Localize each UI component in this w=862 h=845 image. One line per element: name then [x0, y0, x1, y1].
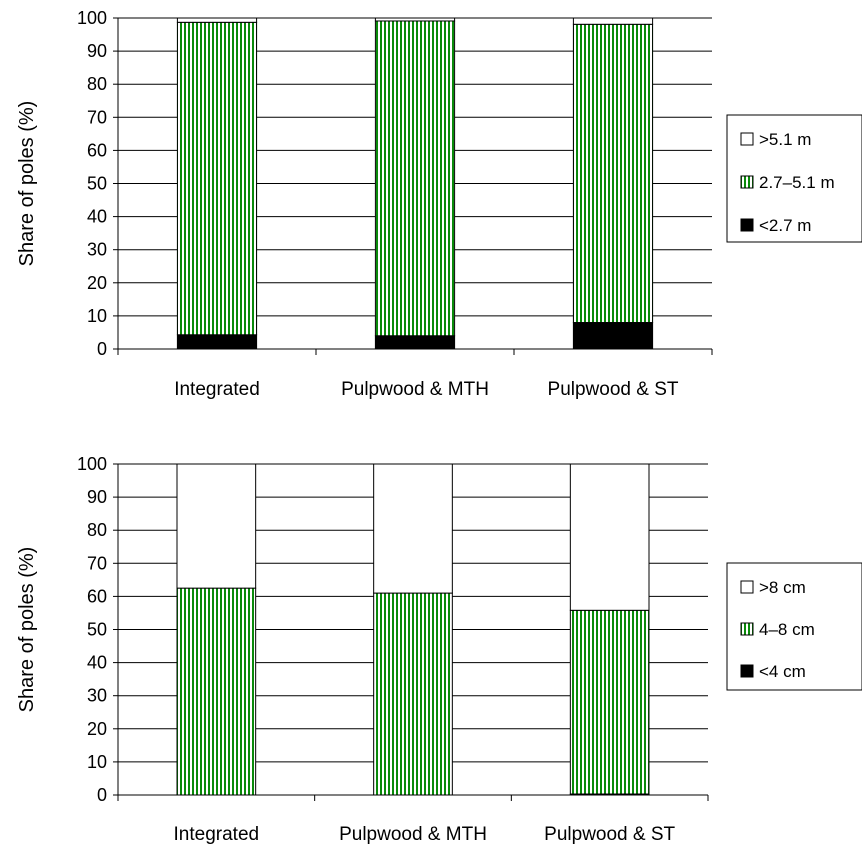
y-tick-label: 80	[87, 520, 107, 540]
y-axis-label: Share of poles (%)	[16, 101, 38, 267]
chart-1: 0 10 20 30 40 50 60 70 80 90 100 Share of poles (%)…	[16, 8, 862, 400]
y-tick-label: 0	[97, 339, 107, 359]
y-tick-label: 60	[87, 140, 107, 160]
x-category-label: Pulpwood & ST	[544, 824, 675, 845]
x-category-label: Pulpwood & MTH	[339, 824, 487, 845]
bar-segment-top	[569, 463, 650, 611]
legend-swatch	[740, 175, 754, 189]
y-tick-label: 90	[87, 41, 107, 61]
y-tick-label: 100	[77, 454, 107, 474]
bar-segment-middle	[176, 21, 258, 336]
legend-label: <2.7 m	[759, 216, 811, 235]
bar-segment-bottom	[374, 335, 456, 350]
y-tick-label: 40	[87, 653, 107, 673]
y-tick-label: 40	[87, 207, 107, 227]
y-tick-label: 10	[87, 306, 107, 326]
legend-swatch	[740, 580, 754, 594]
legend-label: >8 cm	[759, 578, 806, 597]
legend-label: 4–8 cm	[759, 620, 815, 639]
y-tick-label: 70	[87, 107, 107, 127]
bar-segment-top	[176, 17, 258, 23]
x-category-label: Pulpwood & ST	[548, 379, 679, 400]
legend-swatch	[740, 218, 754, 232]
bar-segment-top	[572, 17, 654, 25]
bar-segment-top	[373, 463, 453, 594]
y-tick-label: 100	[77, 8, 107, 28]
y-tick-label: 50	[87, 174, 107, 194]
y-tick-label: 30	[87, 240, 107, 260]
y-tick-label: 50	[87, 620, 107, 640]
y-tick-label: 80	[87, 74, 107, 94]
legend-label: <4 cm	[759, 662, 806, 681]
legend-label: 2.7–5.1 m	[759, 173, 835, 192]
chart-2: 0 10 20 30 40 50 60 70 80 90 100 Share of poles (%)…	[16, 454, 862, 845]
bar-segment-bottom	[572, 322, 654, 350]
y-tick-label: 60	[87, 586, 107, 606]
y-tick-label: 20	[87, 719, 107, 739]
y-tick-label: 10	[87, 752, 107, 772]
bar-segment-middle	[374, 20, 456, 337]
y-tick-label: 20	[87, 273, 107, 293]
bar-segment-middle	[569, 609, 650, 795]
legend-swatch	[740, 622, 754, 636]
y-tick-label: 70	[87, 553, 107, 573]
bar-segment-top	[176, 463, 257, 589]
x-category-label: Pulpwood & MTH	[341, 379, 489, 400]
x-category-label: Integrated	[174, 379, 260, 400]
bar-segment-middle	[572, 23, 654, 324]
legend-label: >5.1 m	[759, 130, 811, 149]
bar-segment-middle	[176, 587, 257, 796]
y-tick-label: 90	[87, 487, 107, 507]
y-tick-label: 30	[87, 686, 107, 706]
y-tick-label: 0	[97, 785, 107, 805]
legend-swatch	[740, 664, 754, 678]
bar-segment-top	[374, 17, 456, 22]
x-category-label: Integrated	[174, 824, 260, 845]
bar-segment-middle	[373, 592, 453, 796]
bar-segment-bottom	[176, 334, 258, 350]
y-axis-label: Share of poles (%)	[16, 547, 38, 713]
legend-swatch	[740, 132, 754, 146]
